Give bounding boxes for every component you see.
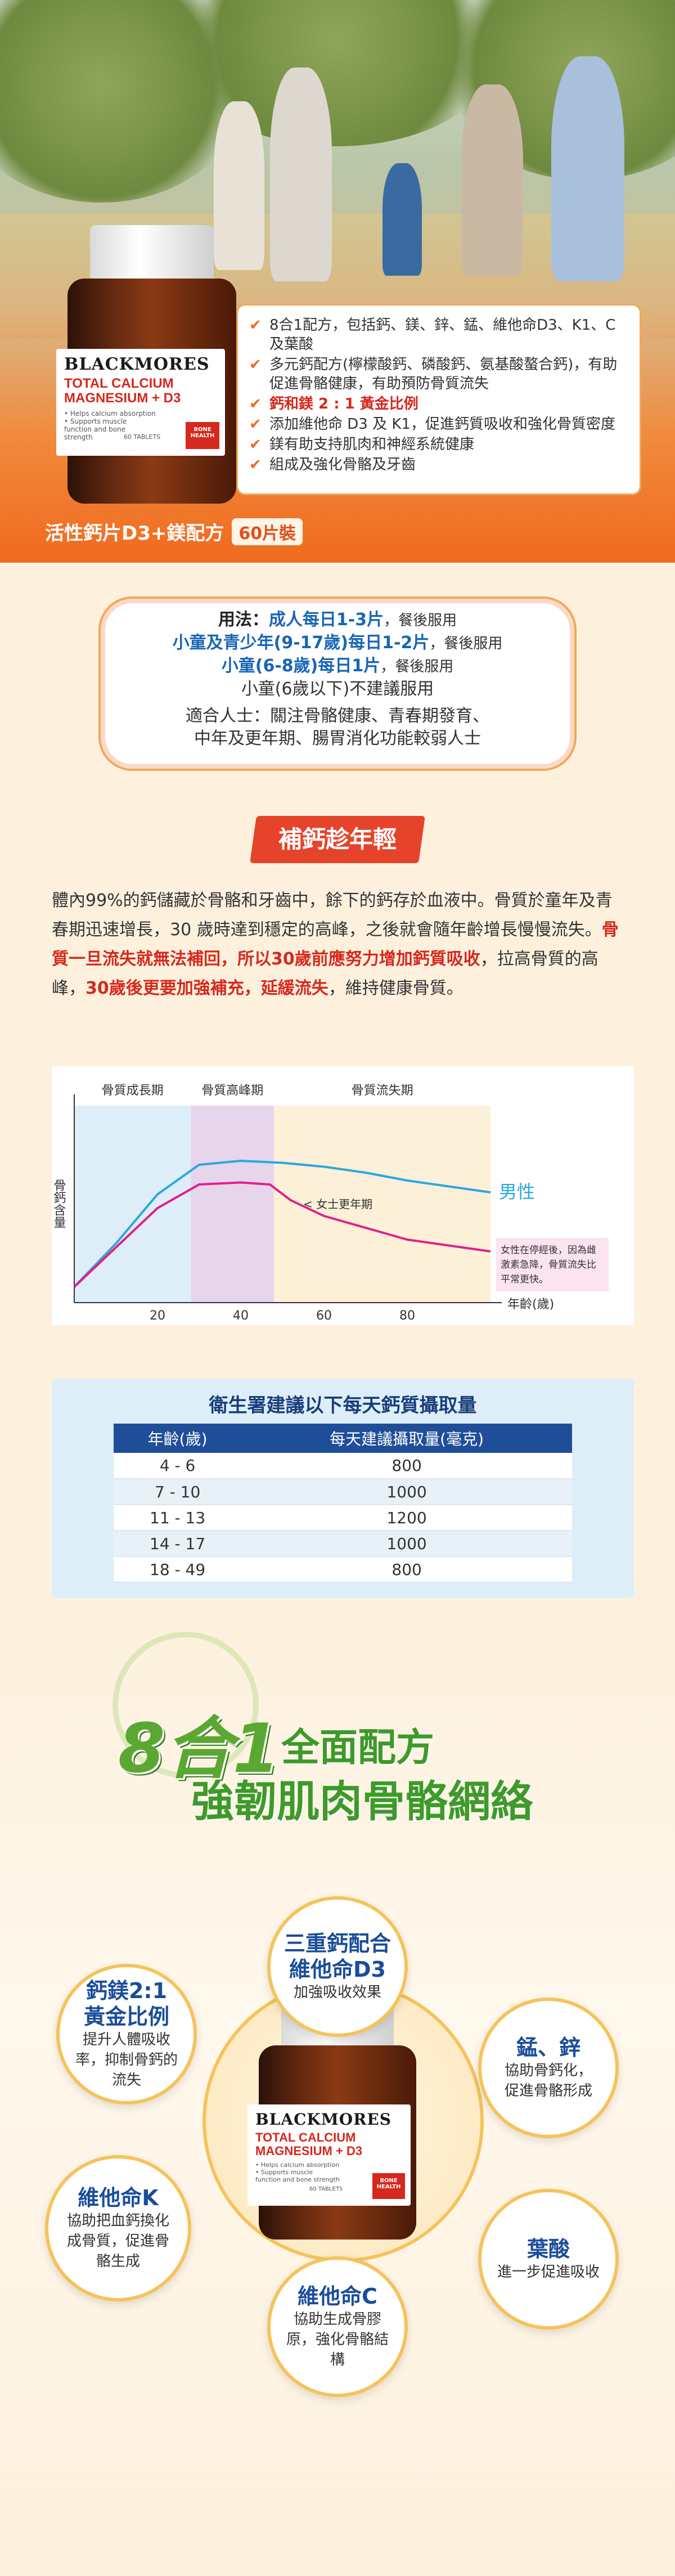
table-header: 每天建議攝取量(毫克) — [241, 1424, 572, 1453]
child-figure — [382, 163, 422, 276]
table-row: 7 - 10 1000 — [114, 1479, 572, 1505]
person-figure — [551, 56, 624, 281]
table-header: 年齡(歲) — [114, 1424, 242, 1453]
pack-size-badge: 60片裝 — [232, 518, 303, 545]
feature-bubble-vitamin-k: 維他命K 協助把血鈣換化成骨質，促進骨骼生成 — [45, 2155, 191, 2301]
x-tick-label: 20 — [150, 1309, 165, 1323]
female-note-box — [496, 1238, 609, 1291]
feature-item: ✔ 多元鈣配方(檸檬酸鈣、磷酸鈣、氨基酸螯合鈣)，有助促進骨骼健康，有助預防骨質流… — [249, 356, 618, 392]
suitable-line: 適合人士：關注骨骼健康、青春期發育、 — [186, 706, 489, 726]
bone-health-badge: BONE HEALTH — [186, 422, 219, 449]
calcium-paragraph: 體內99%的鈣儲藏於骨骼和牙齒中，餘下的鈣存於血液中。骨質於童年及青春期迅速增長… — [52, 891, 619, 998]
menopause-annotation: < 女士更年期 — [303, 1197, 372, 1211]
female-note-text: 激素急降，骨質流失比 — [501, 1259, 596, 1271]
brand-logo: BLACKMORES — [64, 354, 210, 374]
tablet-count: 60 TABLETS — [124, 433, 161, 441]
x-tick-label: 60 — [316, 1309, 332, 1323]
check-icon: ✔ — [249, 356, 262, 373]
usage-line: 小童(6-8歲)每日1片，餐後服用 — [221, 656, 454, 676]
phase-label: 骨質高峰期 — [201, 1084, 263, 1098]
bottle-label: BLACKMORES TOTAL CALCIUM MAGNESIUM + D3 … — [248, 2104, 411, 2206]
x-axis-label: 年齡(歲) — [507, 1298, 554, 1312]
formula-title1: 全面配方 — [281, 1726, 435, 1770]
table-row: 4 - 6 800 — [114, 1453, 572, 1479]
person-figure — [461, 84, 523, 276]
feature-item: ✔ 鎂有助支持肌肉和神經系統健康 — [249, 436, 475, 453]
table-row: 14 - 17 1000 — [114, 1531, 572, 1557]
label-bullet: • Supports muscle function and bone stre… — [255, 2169, 340, 2184]
section-title: 補鈣趁年輕 — [250, 816, 425, 863]
series-line-female — [73, 1181, 491, 1288]
formula-title2: 強韌肌肉骨骼網絡 — [191, 1776, 533, 1826]
usage-line: 小童(6歲以下)不建議服用 — [241, 679, 434, 699]
product-line2: MAGNESIUM + D3 — [64, 391, 181, 406]
series-label: 男性 — [499, 1181, 535, 1202]
feature-bubble-vitamin-c: 維他命C 協助生成骨膠原，強化骨骼結構 — [267, 2256, 408, 2397]
check-icon: ✔ — [249, 396, 262, 412]
label-bullet: • Helps calcium absorption — [64, 409, 156, 418]
product-line1: TOTAL CALCIUM — [64, 376, 174, 391]
bottle-cap — [90, 225, 214, 281]
x-tick-label: 80 — [399, 1309, 415, 1323]
phase-peak-band — [191, 1106, 274, 1303]
suitable-line: 中年及更年期、腸胃消化功能較弱人士 — [194, 729, 481, 748]
feature-list: ✔ 8合1配方，包括鈣、鎂、鋅、錳、維他命D3、K1、C及葉酸 ✔ 多元鈣配方(檸檬… — [236, 304, 641, 495]
check-icon: ✔ — [249, 456, 262, 473]
feature-bubble-manganese-zinc: 錳、鋅 協助骨鈣化，促進骨骼形成 — [478, 1998, 619, 2138]
label-bullet: • Helps calcium absorption — [255, 2161, 340, 2169]
formula-big-number: 8合1 — [118, 1710, 280, 1788]
phase-label: 骨質成長期 — [102, 1084, 164, 1098]
product-line1: TOTAL CALCIUM — [255, 2130, 356, 2144]
feature-bubble-calcium-d3: 三重鈣配合維他命D3 加強吸收效果 — [267, 1896, 408, 2037]
formula-section: 8合1 全面配方 強韌肌肉骨骼網絡 BLACKMORES TOTAL CALCI… — [0, 1632, 675, 2576]
check-icon: ✔ — [249, 317, 262, 334]
female-note-text: 平常更快。 — [501, 1274, 548, 1285]
series-line-male — [73, 1160, 491, 1288]
product-name: 活性鈣片D3+鎂配方 — [45, 522, 224, 545]
feature-item: ✔ 8合1配方，包括鈣、鎂、鋅、錳、維他命D3、K1、C及葉酸 — [249, 317, 616, 353]
label-bullet: • Supports muscle function and bone stre… — [64, 417, 127, 441]
usage-line: 用法：成人每日1-3片，餐後服用 — [218, 610, 457, 630]
person-figure — [270, 68, 332, 281]
y-axis-label: 骨鈣含量 — [52, 1179, 66, 1228]
table-title: 衛生署建議以下每天鈣質攝取量 — [209, 1394, 477, 1417]
check-icon: ✔ — [249, 416, 262, 433]
usage-box: 用法：成人每日1-3片，餐後服用 小童及青少年(9-17歲)每日1-2片，餐後服… — [98, 596, 577, 771]
x-tick-label: 40 — [233, 1309, 249, 1323]
bottle-label: BLACKMORES TOTAL CALCIUM MAGNESIUM + D3 … — [56, 349, 225, 456]
feature-bubble-ratio: 鈣鎂2:1黃金比例 提升人體吸收率，抑制骨鈣的流失 — [56, 1964, 197, 2104]
product-line2: MAGNESIUM + D3 — [255, 2144, 363, 2158]
product-name-bar: 活性鈣片D3+鎂配方 60片裝 — [45, 518, 303, 545]
phase-label: 骨質流失期 — [352, 1084, 413, 1098]
feature-item: ✔ 鈣和鎂 2 : 1 黃金比例 — [249, 396, 418, 412]
phase-loss-band — [274, 1106, 490, 1303]
bone-health-badge: BONE HEALTH — [372, 2173, 405, 2199]
phase-growth-band — [74, 1106, 191, 1303]
table-row: 18 - 49 800 — [114, 1556, 572, 1583]
brand-logo: BLACKMORES — [255, 2110, 392, 2129]
feature-item: ✔ 添加維他命 D3 及 K1，促進鈣質吸收和強化骨質密度 — [249, 416, 615, 433]
intake-table-box: 衛生署建議以下每天鈣質攝取量 年齡(歲) 每天建議攝取量(毫克) 4 - 6 80… — [52, 1379, 634, 1598]
feature-bubble-folic-acid: 葉酸 進一步促進吸收 — [478, 2189, 619, 2330]
person-figure — [214, 101, 264, 270]
decor-ring — [112, 1632, 259, 1778]
product-bottle: BLACKMORES TOTAL CALCIUM MAGNESIUM + D3 … — [56, 225, 242, 506]
tablet-count: 60 TABLETS — [309, 2186, 343, 2192]
feature-item: ✔ 組成及強化骨骼及牙齒 — [249, 456, 416, 473]
usage-line: 小童及青少年(9-17歲)每日1-2片，餐後服用 — [172, 633, 503, 653]
check-icon: ✔ — [249, 436, 262, 453]
hero-banner: BLACKMORES TOTAL CALCIUM MAGNESIUM + D3 … — [0, 0, 675, 563]
intake-table: 年齡(歲) 每天建議攝取量(毫克) 4 - 6 800 7 - 10 1000 11… — [114, 1424, 572, 1583]
table-row: 11 - 13 1200 — [114, 1505, 572, 1531]
female-note-text: 女性在停經後，因為雌 — [501, 1245, 596, 1256]
